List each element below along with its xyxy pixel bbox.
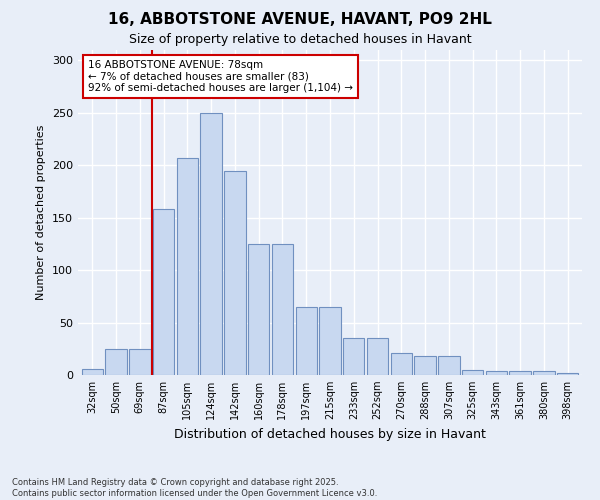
Bar [319, 307, 341, 375]
Bar [343, 338, 364, 375]
Text: 16 ABBOTSTONE AVENUE: 78sqm
← 7% of detached houses are smaller (83)
92% of semi: 16 ABBOTSTONE AVENUE: 78sqm ← 7% of deta… [88, 60, 353, 93]
Bar [153, 210, 174, 375]
Bar [200, 113, 222, 375]
Bar [82, 368, 103, 375]
Bar [224, 170, 245, 375]
Text: 16, ABBOTSTONE AVENUE, HAVANT, PO9 2HL: 16, ABBOTSTONE AVENUE, HAVANT, PO9 2HL [108, 12, 492, 28]
Bar [509, 371, 531, 375]
Bar [533, 371, 554, 375]
X-axis label: Distribution of detached houses by size in Havant: Distribution of detached houses by size … [174, 428, 486, 440]
Bar [296, 307, 317, 375]
Text: Contains HM Land Registry data © Crown copyright and database right 2025.
Contai: Contains HM Land Registry data © Crown c… [12, 478, 377, 498]
Bar [557, 373, 578, 375]
Bar [367, 338, 388, 375]
Bar [415, 356, 436, 375]
Bar [438, 356, 460, 375]
Bar [129, 349, 151, 375]
Text: Size of property relative to detached houses in Havant: Size of property relative to detached ho… [128, 32, 472, 46]
Bar [272, 244, 293, 375]
Y-axis label: Number of detached properties: Number of detached properties [37, 125, 46, 300]
Bar [176, 158, 198, 375]
Bar [106, 349, 127, 375]
Bar [248, 244, 269, 375]
Bar [391, 353, 412, 375]
Bar [486, 371, 507, 375]
Bar [462, 370, 484, 375]
